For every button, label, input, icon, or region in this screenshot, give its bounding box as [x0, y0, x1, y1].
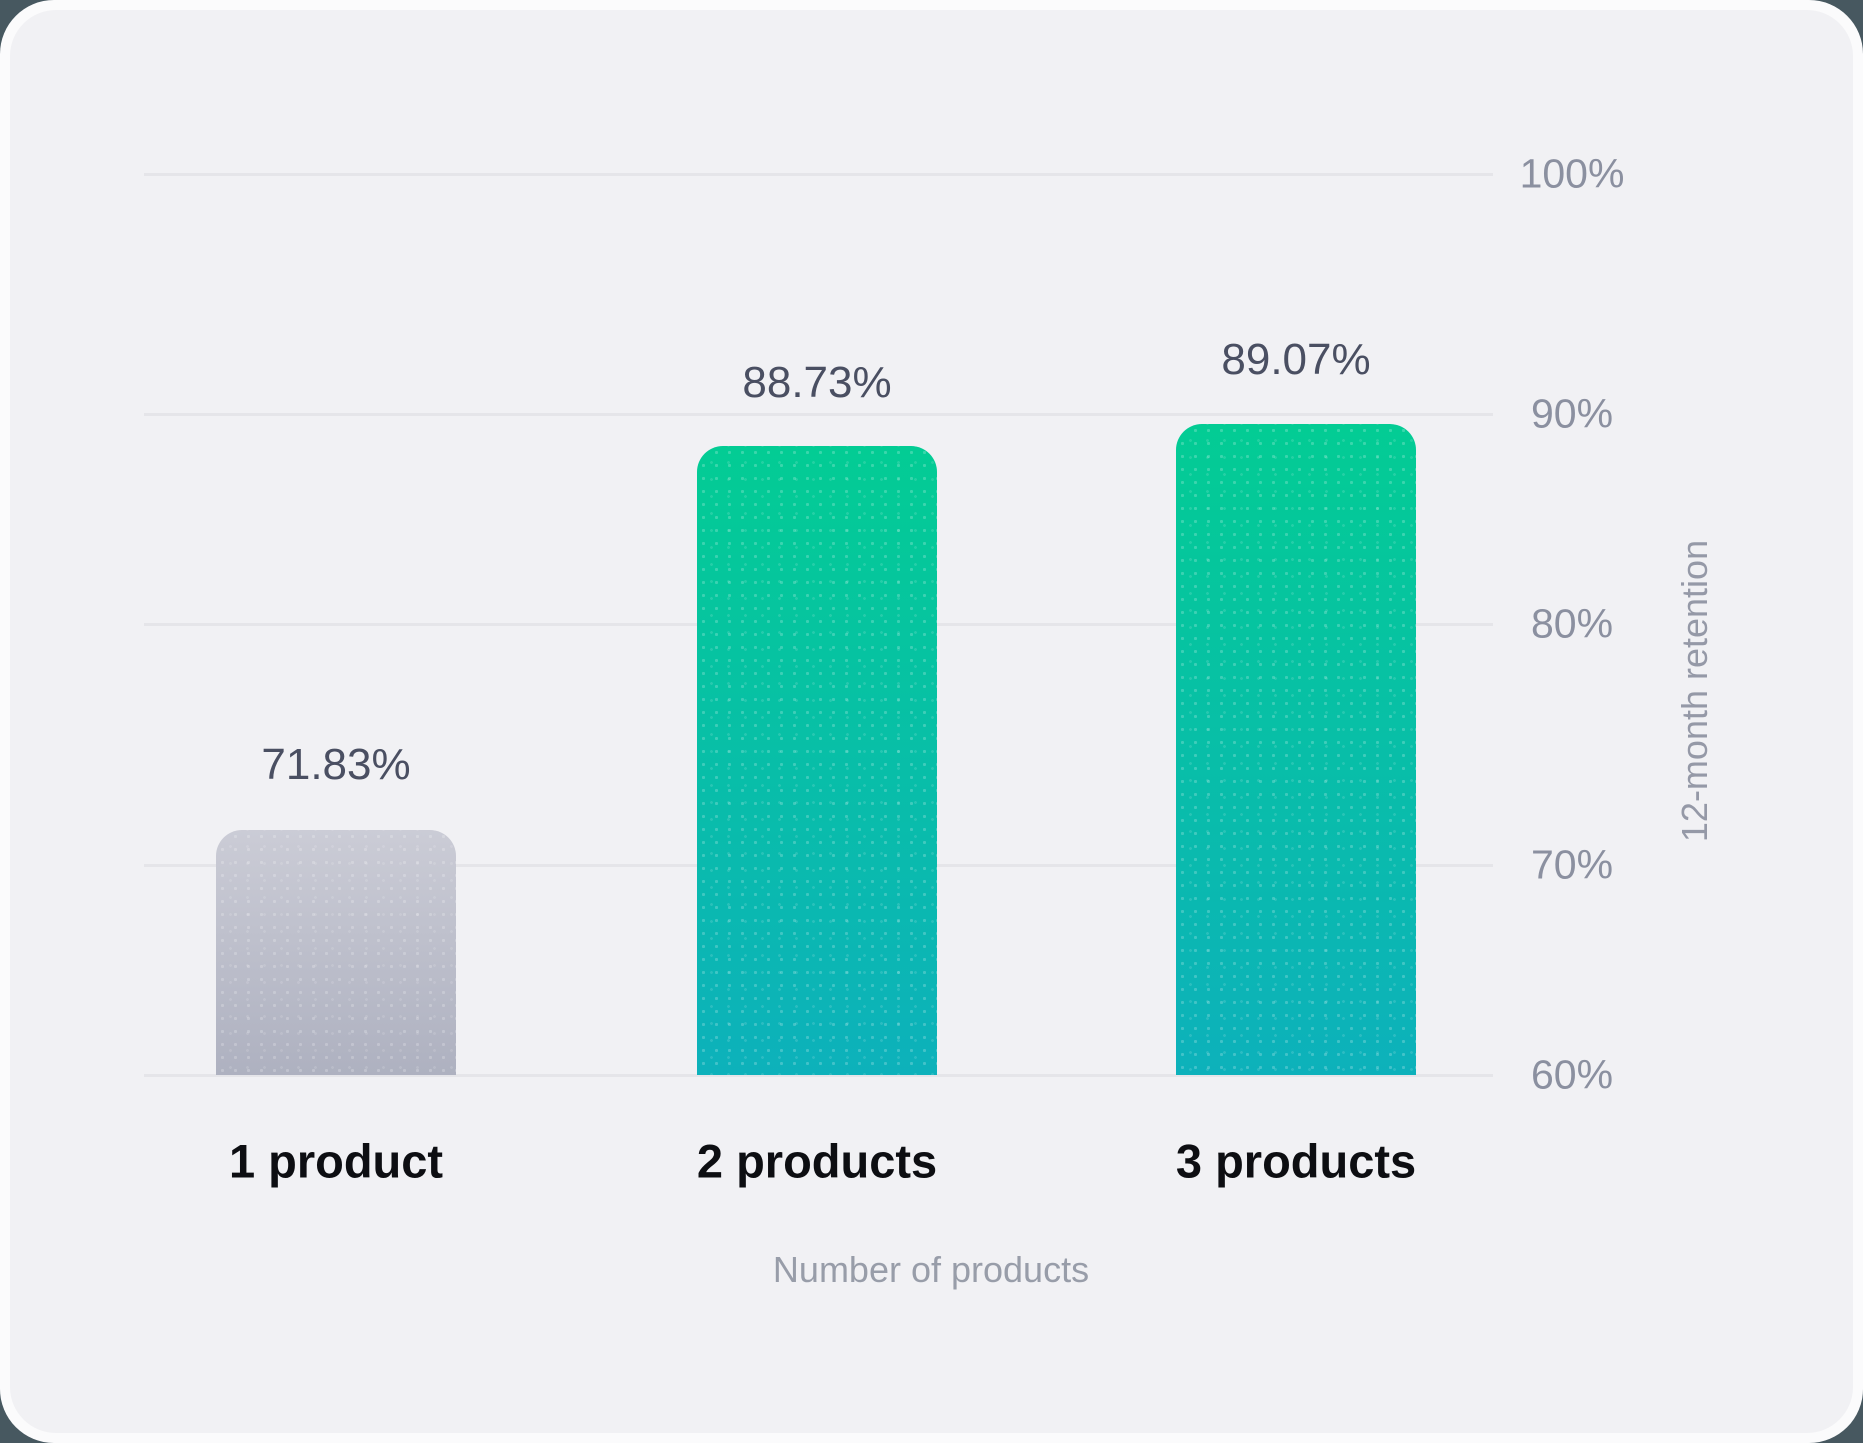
- bar-texture: [697, 446, 937, 1075]
- y-tick-label-70: 70%: [1530, 841, 1614, 888]
- bar-texture: [216, 830, 456, 1075]
- y-tick-label-100: 100%: [1519, 150, 1625, 197]
- y-tick-label-80: 80%: [1530, 600, 1614, 647]
- gridline-90: [144, 413, 1493, 416]
- gridline-60: [144, 1074, 1493, 1077]
- bar-2-products: [697, 446, 937, 1075]
- category-label-2-products: 2 products: [696, 1134, 938, 1188]
- category-label-1-product: 1 product: [228, 1134, 444, 1188]
- value-label-1-product: 71.83%: [261, 740, 411, 789]
- value-label-2-products: 88.73%: [742, 358, 892, 407]
- bar-texture: [1176, 424, 1416, 1075]
- category-label-3-products: 3 products: [1175, 1134, 1417, 1188]
- chart-surface: 100% 90% 80% 70% 60% 71.83% 1 product 88.73% 2 p…: [10, 10, 1853, 1433]
- value-label-3-products: 89.07%: [1221, 335, 1371, 384]
- gridline-100: [144, 173, 1493, 176]
- y-tick-label-60: 60%: [1530, 1051, 1614, 1098]
- y-tick-label-90: 90%: [1530, 390, 1614, 437]
- x-axis-title: Number of products: [772, 1249, 1090, 1290]
- y-axis-title: 12-month retention: [1674, 539, 1715, 843]
- bar-3-products: [1176, 424, 1416, 1075]
- bar-1-product: [216, 830, 456, 1075]
